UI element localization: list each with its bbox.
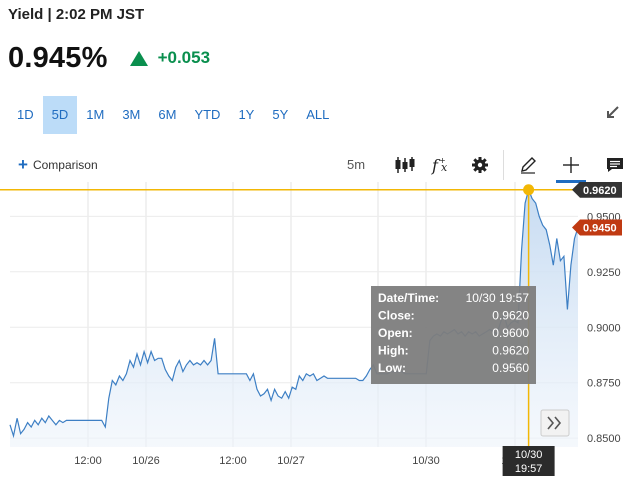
range-all[interactable]: ALL [306, 107, 330, 122]
tooltip-label: Low: [378, 361, 406, 375]
pencil-icon[interactable] [515, 152, 541, 178]
comparison-label: Comparison [32, 158, 98, 172]
quote-row: 0.945% +0.053 [8, 40, 210, 76]
yield-price: 0.945% [8, 41, 108, 74]
svg-text:+: + [439, 156, 446, 165]
y-tick-label: 0.9250 [587, 267, 621, 279]
crosshair-icon[interactable] [558, 152, 584, 178]
up-triangle-icon [129, 50, 148, 66]
range-6m[interactable]: 6M [158, 107, 177, 122]
scroll-right-button[interactable] [540, 409, 570, 437]
plus-icon: + [18, 155, 28, 174]
interval-selector[interactable]: 5m [347, 157, 366, 172]
tooltip-value: 0.9620 [492, 309, 529, 323]
tooltip-value: 0.9620 [492, 344, 529, 358]
y-tick-label: 0.8500 [587, 433, 621, 445]
comparison-button[interactable]: + Comparison [18, 155, 98, 174]
last-value-flag: 0.9450 [583, 222, 617, 234]
crosshair-value-flag-bg [572, 182, 622, 198]
crosshair-time: 19:57 [515, 463, 543, 475]
x-tick-label: 10/30 [412, 455, 440, 467]
price-change: +0.053 [157, 48, 211, 67]
expand-icon[interactable] [604, 104, 622, 122]
page-title: Yield | 2:02 PM JST [8, 6, 145, 23]
chart-toolbar: + Comparison 5m f x + [0, 150, 628, 183]
last-value-flag-bg [572, 219, 622, 236]
x-tick-label: 10/27 [277, 455, 305, 467]
range-ytd[interactable]: YTD [194, 107, 221, 122]
chevron-double-right-icon [547, 416, 562, 430]
comment-icon[interactable] [602, 152, 628, 178]
gear-icon[interactable] [467, 152, 493, 178]
candlestick-icon[interactable] [392, 152, 418, 178]
tooltip-label: High: [378, 344, 409, 358]
range-3m[interactable]: 3M [122, 107, 141, 122]
range-1m[interactable]: 1M [86, 107, 105, 122]
range-5y[interactable]: 5Y [272, 107, 289, 122]
time-range-selector: 1D 5D 1M 3M 6M YTD 1Y 5Y ALL [8, 96, 338, 134]
svg-text:f: f [431, 156, 441, 175]
svg-text:x: x [441, 161, 448, 174]
crosshair-marker [523, 184, 535, 196]
tooltip-value: 0.9600 [492, 326, 529, 340]
crosshair-date: 10/30 [515, 449, 543, 461]
tooltip-value: 0.9560 [492, 361, 529, 375]
x-tick-label: 12:00 [219, 455, 247, 467]
active-tool-indicator [556, 180, 586, 183]
function-fx-icon[interactable]: f x + [429, 152, 455, 178]
crosshair-value-flag: 0.9620 [583, 185, 617, 197]
toolbar-divider [503, 150, 504, 180]
y-tick-label: 0.8750 [587, 378, 621, 390]
x-tick-label: 12:00 [74, 455, 102, 467]
tooltip-label: Date/Time: [378, 291, 439, 305]
range-5d[interactable]: 5D [42, 96, 78, 134]
tooltip-label: Open: [378, 326, 413, 340]
tooltip-label: Close: [378, 309, 415, 323]
x-tick-label: 10/26 [132, 455, 160, 467]
tooltip-panel [371, 286, 536, 384]
range-1y[interactable]: 1Y [238, 107, 255, 122]
y-tick-label: 0.9000 [587, 322, 621, 334]
tooltip-value: 10/30 19:57 [466, 291, 530, 305]
range-1d[interactable]: 1D [17, 107, 34, 122]
crosshair-date-badge [502, 446, 555, 476]
